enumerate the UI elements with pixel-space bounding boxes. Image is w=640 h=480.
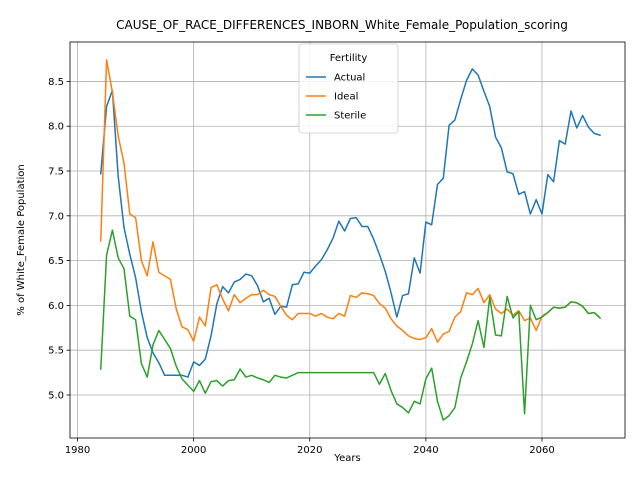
legend-label-actual: Actual <box>334 73 365 84</box>
legend-label-ideal: Ideal <box>334 92 358 103</box>
legend: Fertility Actual Ideal Sterile <box>298 43 399 134</box>
series-lines <box>99 59 602 421</box>
y-tick-label: 6.5 <box>48 256 64 267</box>
chart-title: CAUSE_OF_RACE_DIFFERENCES_INBORN_White_F… <box>116 18 568 32</box>
y-tick-label: 8.0 <box>48 122 64 133</box>
series-line-actual <box>99 68 601 378</box>
legend-title: Fertility <box>330 53 368 64</box>
y-tick-label: 6.0 <box>48 301 64 312</box>
plot-area-frame <box>69 41 626 439</box>
x-tick-label: 1980 <box>65 445 90 456</box>
y-tick-label: 7.5 <box>48 167 64 178</box>
x-tick-label: 2020 <box>297 445 322 456</box>
legend-label-sterile: Sterile <box>334 111 366 122</box>
axis-ticks: 1980 2000 2020 2040 2060 5.0 5.5 6.0 6.5 7.0 7.5 8.… <box>48 77 555 456</box>
x-tick-label: 2000 <box>181 445 206 456</box>
y-axis-label: % of White_Female Population <box>16 164 27 315</box>
y-tick-label: 7.0 <box>48 211 64 222</box>
x-axis-label: Years <box>333 453 360 464</box>
y-tick-label: 5.5 <box>48 346 64 357</box>
x-tick-label: 2040 <box>413 445 438 456</box>
y-tick-label: 5.0 <box>48 390 64 401</box>
series-line-ideal <box>99 59 602 343</box>
legend-box <box>298 43 399 134</box>
x-tick-label: 2060 <box>529 445 554 456</box>
y-tick-label: 8.5 <box>48 77 64 88</box>
series-line-sterile <box>99 229 602 421</box>
